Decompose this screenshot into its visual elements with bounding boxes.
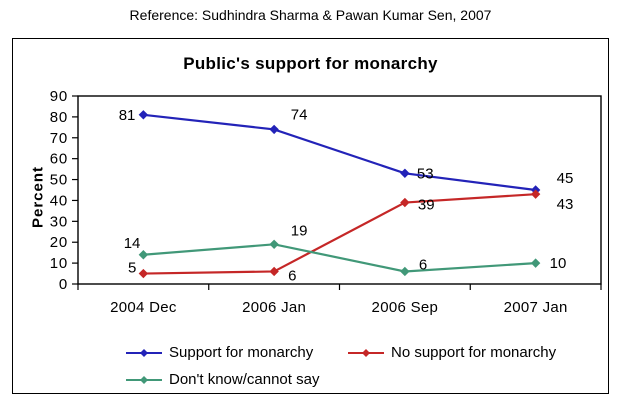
legend-marker-icon: [348, 348, 384, 357]
data-label: 5: [128, 260, 136, 277]
marker-diamond: [400, 197, 410, 208]
legend-item-0: Support for monarchy: [126, 344, 313, 361]
legend-label: No support for monarchy: [391, 344, 557, 361]
data-label: 45: [557, 170, 574, 187]
series-line-0: [143, 113, 536, 192]
marker-diamond: [530, 189, 541, 199]
chart-title: Public's support for monarchy: [183, 54, 438, 73]
data-label: 39: [418, 197, 435, 214]
marker-diamond: [530, 258, 541, 268]
data-label: 53: [417, 165, 434, 182]
marker-diamond: [269, 266, 279, 277]
y-tick-label: 50: [50, 172, 68, 189]
legend-diamond: [362, 348, 370, 357]
x-tick-label: 2006 Jan: [242, 299, 306, 316]
y-tick-label: 80: [50, 109, 68, 126]
series-line-2: [143, 243, 536, 273]
y-tick-label: 70: [50, 130, 68, 147]
legend-diamond: [140, 375, 148, 384]
series-line-1: [143, 193, 536, 275]
plot-area: 0 10 20 30 40 50 60 70 80 90 2004 Dec 2006 Jan 2006 …: [50, 88, 602, 316]
legend-marker-icon: [126, 348, 162, 357]
x-tick-label: 2006 Sep: [372, 299, 439, 316]
reference-caption: Reference: Sudhindra Sharma & Pawan Kuma…: [129, 7, 492, 23]
marker-diamond: [138, 110, 149, 120]
marker-diamond: [400, 168, 410, 178]
y-tick-label: 0: [59, 276, 68, 293]
y-tick-label: 30: [50, 213, 68, 230]
marker-diamond: [138, 268, 149, 279]
x-tick-label: 2007 Jan: [504, 299, 568, 316]
legend-diamond: [140, 348, 148, 357]
y-tick-label: 60: [50, 151, 68, 168]
y-tick-label: 90: [50, 88, 68, 105]
marker-diamond: [138, 250, 149, 260]
legend-item-2: Don't know/cannot say: [126, 371, 319, 388]
y-tick-label: 10: [50, 255, 68, 272]
marker-diamond: [269, 239, 279, 250]
x-tick-label: 2004 Dec: [110, 299, 177, 316]
data-label: 81: [119, 107, 136, 124]
data-label: 6: [419, 256, 427, 273]
legend-label: Support for monarchy: [169, 344, 314, 361]
marker-diamond: [269, 124, 279, 135]
data-label: 19: [291, 222, 308, 239]
data-label: 14: [124, 235, 141, 252]
data-label: 74: [291, 106, 308, 123]
data-label: 6: [288, 267, 296, 284]
data-label: 10: [550, 255, 567, 272]
y-tick-label: 20: [50, 234, 68, 251]
legend-label: Don't know/cannot say: [169, 371, 320, 388]
data-label: 43: [557, 196, 574, 213]
marker-diamond: [400, 266, 410, 277]
legend-marker-icon: [126, 375, 162, 384]
y-tick-label: 40: [50, 192, 68, 209]
plot-border: [77, 95, 602, 285]
legend-item-1: No support for monarchy: [348, 344, 556, 361]
